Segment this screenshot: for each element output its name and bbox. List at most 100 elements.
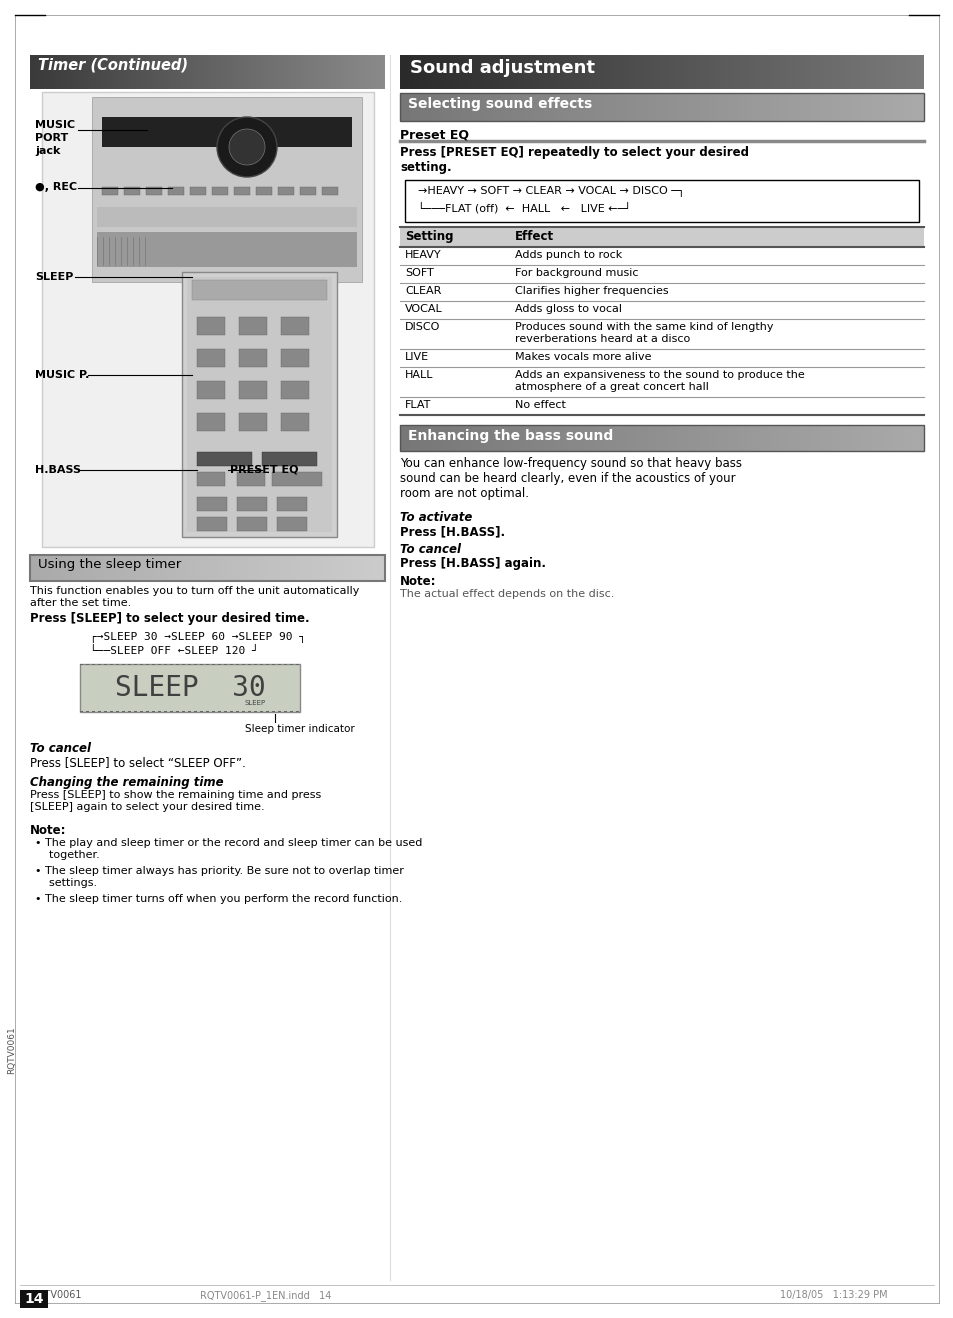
Bar xyxy=(783,55,784,90)
Bar xyxy=(708,55,709,90)
Bar xyxy=(515,424,516,451)
Bar xyxy=(205,55,206,90)
Bar xyxy=(616,424,617,451)
Bar xyxy=(378,55,379,90)
Bar xyxy=(571,55,572,90)
Bar xyxy=(99,55,100,90)
Bar xyxy=(355,55,356,90)
Bar xyxy=(139,555,140,581)
Bar xyxy=(714,424,716,451)
Bar xyxy=(210,555,211,581)
Bar xyxy=(771,94,772,121)
Bar xyxy=(759,55,760,90)
Bar xyxy=(855,94,856,121)
Text: ●, REC: ●, REC xyxy=(35,182,77,192)
Bar xyxy=(677,55,678,90)
Bar xyxy=(335,555,336,581)
Bar xyxy=(692,55,693,90)
Bar xyxy=(475,55,476,90)
Bar xyxy=(60,55,61,90)
Bar xyxy=(460,94,461,121)
Bar xyxy=(739,424,740,451)
Bar xyxy=(546,94,547,121)
Bar xyxy=(607,94,608,121)
Bar xyxy=(628,94,629,121)
Bar xyxy=(826,94,827,121)
Bar xyxy=(576,55,577,90)
Bar xyxy=(154,555,156,581)
Bar xyxy=(280,55,281,90)
Bar xyxy=(793,55,794,90)
Bar xyxy=(737,94,738,121)
Bar xyxy=(222,55,223,90)
Bar xyxy=(474,424,475,451)
Bar xyxy=(640,424,641,451)
Bar xyxy=(577,55,578,90)
Bar xyxy=(790,94,791,121)
Bar xyxy=(148,555,149,581)
Bar xyxy=(208,555,209,581)
Bar xyxy=(281,318,309,335)
Bar xyxy=(316,55,317,90)
Bar xyxy=(255,187,272,195)
Bar xyxy=(759,424,760,451)
Bar xyxy=(714,94,716,121)
Bar xyxy=(277,555,278,581)
Bar xyxy=(613,94,614,121)
Bar xyxy=(80,664,299,712)
Text: jack: jack xyxy=(35,146,60,156)
Bar xyxy=(433,424,434,451)
Bar xyxy=(750,94,751,121)
Bar xyxy=(264,55,265,90)
Bar xyxy=(293,555,294,581)
Bar xyxy=(369,55,370,90)
Bar xyxy=(735,424,737,451)
Text: LIVE: LIVE xyxy=(405,352,429,362)
Bar xyxy=(552,424,553,451)
Bar xyxy=(143,55,144,90)
Bar xyxy=(671,94,672,121)
Bar xyxy=(868,55,869,90)
Bar xyxy=(414,94,415,121)
Bar xyxy=(241,555,242,581)
Bar xyxy=(648,55,649,90)
Bar xyxy=(825,94,826,121)
Bar xyxy=(912,424,913,451)
Bar xyxy=(405,94,406,121)
Bar xyxy=(808,94,809,121)
Bar xyxy=(573,55,574,90)
Bar xyxy=(873,94,874,121)
Bar xyxy=(410,94,411,121)
Bar xyxy=(915,55,916,90)
Bar xyxy=(644,424,645,451)
Bar xyxy=(366,555,367,581)
Bar xyxy=(442,424,443,451)
Bar xyxy=(101,555,102,581)
Bar xyxy=(253,555,254,581)
Bar xyxy=(717,55,718,90)
Bar xyxy=(710,94,711,121)
Bar xyxy=(345,555,346,581)
Bar xyxy=(376,55,377,90)
Bar xyxy=(650,94,651,121)
Bar xyxy=(759,94,760,121)
Bar xyxy=(869,424,870,451)
Bar xyxy=(917,424,918,451)
Bar xyxy=(448,424,449,451)
Bar xyxy=(651,94,652,121)
Bar xyxy=(836,55,837,90)
Bar xyxy=(780,424,781,451)
Bar xyxy=(367,55,368,90)
Bar xyxy=(130,55,131,90)
Bar xyxy=(832,55,833,90)
Bar xyxy=(51,55,52,90)
Bar xyxy=(208,55,209,90)
Bar xyxy=(867,424,868,451)
Bar xyxy=(296,55,297,90)
Bar xyxy=(639,424,640,451)
Bar xyxy=(834,55,835,90)
Bar xyxy=(413,55,414,90)
Bar xyxy=(209,55,210,90)
Bar xyxy=(382,555,384,581)
Bar xyxy=(725,55,726,90)
